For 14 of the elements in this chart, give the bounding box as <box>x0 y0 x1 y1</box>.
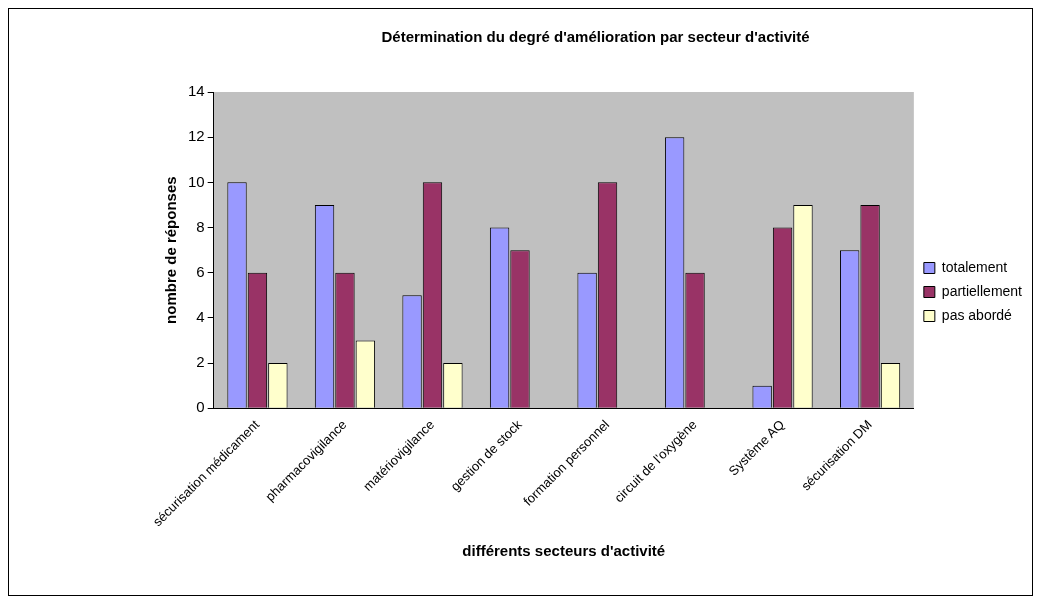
y-tick-label: 6 <box>196 262 205 280</box>
legend-label: pas abordé <box>941 306 1013 323</box>
y-tick-label: 0 <box>196 398 205 416</box>
y-tick-label: 10 <box>188 172 205 190</box>
y-tick-label: 12 <box>188 127 205 145</box>
legend-label: partiellement <box>941 282 1023 299</box>
legend-label: totalement <box>941 258 1008 275</box>
y-tick-label: 2 <box>196 353 205 371</box>
y-tick-label: 4 <box>196 308 205 326</box>
y-axis-title: nombre de réponses <box>162 176 180 324</box>
y-tick-label: 14 <box>188 82 205 100</box>
x-axis-title: différents secteurs d'activité <box>462 542 666 560</box>
chart-title: Détermination du degré d'amélioration par secteur d'activité <box>381 28 810 46</box>
y-tick-label: 8 <box>196 217 205 235</box>
